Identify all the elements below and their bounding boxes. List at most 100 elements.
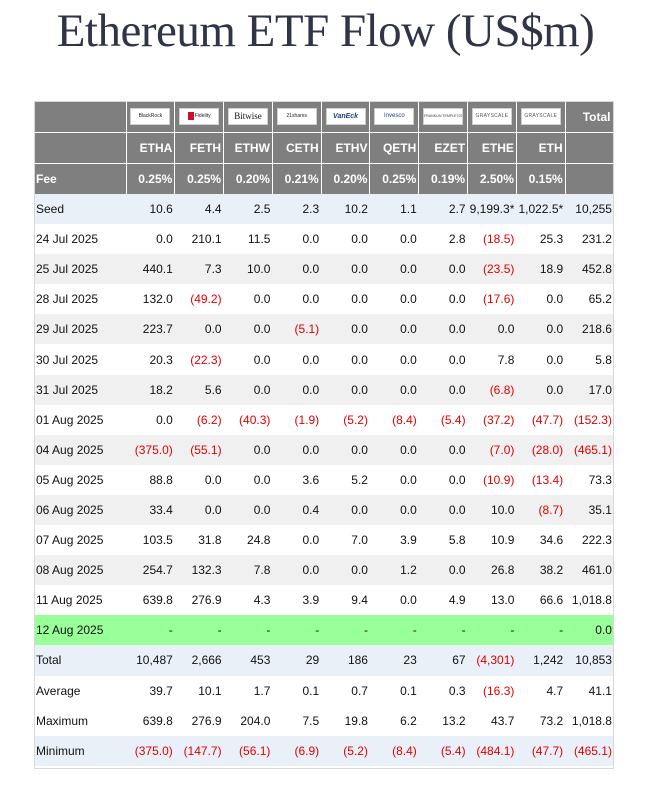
table-row: 28 Jul 2025 132.0 (49.2) 0.0 0.0 0.0 0.0 0.0 (17… [34,284,614,314]
table-row: 31 Jul 2025 18.2 5.6 0.0 0.0 0.0 0.0 0.0 (6.8) 0.… [34,374,614,405]
row-date: 01 Aug 2025 [36,412,104,427]
fee-cell: 0.15% [516,163,566,194]
flow-cell: 0.0 [516,374,566,405]
flow-cell: (37.2) [483,412,515,427]
flow-cell: 10.2 [321,194,370,225]
summary-total: (465.1) [565,735,614,766]
row-date: 30 Jul 2025 [36,352,99,367]
summary-cell: 1.7 [223,675,273,706]
summary-cell: 4.7 [516,675,566,706]
flow-cell: 4.3 [253,593,271,608]
flow-cell: 0.0 [400,352,417,367]
corner-cell [34,101,127,133]
row-total: 1,018.8 [571,593,612,608]
row-date: 11 Aug 2025 [36,593,103,608]
etf-flow-table: BlackRock Fidelity Bitwise 21shares VanEck In… [34,101,615,766]
summary-cell: 1,242 [516,645,566,676]
flow-cell: 0.0 [400,232,417,247]
fee-cell: 2.50% [467,163,517,194]
flow-cell: 5.8 [448,533,466,548]
issuer-cell: BlackRock [126,101,176,133]
flow-cell: 0.0 [418,555,468,586]
flow-cell: 38.2 [516,555,566,586]
row-date: Seed [34,194,126,225]
summary-total: 41.1 [565,675,614,706]
flow-cell: 10.9 [491,533,515,548]
flow-cell: 7.8 [223,555,273,586]
flow-cell: 13.0 [491,593,515,608]
summary-row: Maximum 639.8 276.9 204.0 7.5 19.8 6.2 13.2 43.7… [34,705,614,736]
flow-cell: 132.3 [174,555,224,586]
summary-cell: 29 [272,645,322,676]
invesco-logo-icon: Invesco [374,108,415,125]
flow-cell: 0.0 [546,352,564,367]
summary-cell: 39.7 [126,675,175,706]
flow-cell: (5.2) [343,412,368,427]
flow-cell: - [369,615,419,646]
ticker-header: FETH [174,132,225,164]
summary-cell: (484.1) [467,735,517,766]
summary-cell: 19.8 [321,705,370,736]
ticker-header: EZET [418,132,469,164]
ticker-total-cell [565,132,615,164]
flow-cell: 0.0 [369,254,419,285]
flow-cell: 0.0 [369,314,419,345]
flow-cell: 25.3 [539,232,564,247]
flow-cell: (5.4) [440,412,466,427]
flow-cell: 0.0 [174,494,224,526]
flow-cell: - [418,615,468,646]
flow-cell: 254.7 [126,555,175,586]
flow-cell: 2.7 [418,194,468,225]
flow-cell: 0.0 [448,352,466,367]
ticker-header: ETHW [223,132,273,164]
flow-cell: - [174,615,224,646]
flow-cell: 0.0 [321,314,370,345]
row-total: 0.0 [565,615,614,646]
table-row: 25 Jul 2025 440.1 7.3 10.0 0.0 0.0 0.0 0.0 (23.5… [34,254,614,285]
flow-cell: 0.0 [418,374,468,405]
flow-cell: 0.0 [156,412,173,427]
issuer-name: FRANKLIN TEMPLETON [424,114,464,118]
flow-cell: (10.9) [483,472,515,487]
flow-cell: 3.6 [302,472,320,487]
flow-cell: 5.6 [174,374,224,405]
issuer-name: 21shares [286,113,308,119]
ticker-header: QETH [369,132,420,164]
issuer-cell: Bitwise [223,101,273,133]
flow-cell: 1.2 [369,555,419,586]
flow-cell: 7.3 [174,254,224,285]
table-row: 04 Aug 2025 (375.0) (55.1) 0.0 0.0 0.0 0.0 0.0(… [34,434,614,465]
ticker-header: ETH [516,132,566,164]
flow-cell: - [272,615,322,646]
row-total: (465.1) [565,434,614,465]
flow-cell: 7.8 [497,352,515,367]
flow-cell: - [516,615,566,646]
flow-cell: 0.0 [418,314,468,345]
summary-cell: 73.2 [516,705,566,736]
flow-cell: (8.7) [516,494,566,526]
table-row: 01 Aug 2025 0.0 (6.2) (40.3) (1.9) (5.2) (8.4)… [34,405,614,435]
issuer-cell: Invesco [369,101,420,133]
summary-cell: 204.0 [223,705,273,736]
summary-cell: (16.3) [467,675,517,706]
summary-cell: 0.1 [369,675,419,706]
flow-cell: 0.0 [448,472,466,487]
flow-cell: (28.0) [516,434,566,465]
flow-cell: 88.8 [149,472,173,487]
row-total: 73.3 [588,472,612,487]
summary-cell: 23 [369,645,419,676]
ticker-header: CETH [272,132,322,164]
summary-row: Average 39.7 10.1 1.7 0.1 0.7 0.1 0.3 (16.3) 4.7 4… [34,675,614,706]
summary-cell: (8.4) [369,735,419,766]
summary-total: 1,018.8 [565,705,614,736]
fee-cell: 0.20% [321,163,371,194]
flow-cell: 0.0 [369,434,419,465]
ticker-label-cell [34,132,127,164]
summary-cell: 639.8 [126,705,175,736]
summary-cell: (4,301) [467,645,517,676]
flow-cell: 0.0 [321,494,370,526]
flow-cell: 0.0 [223,434,273,465]
flow-cell: 0.0 [302,533,320,548]
flow-cell: 0.0 [321,434,370,465]
summary-cell: (6.9) [272,735,322,766]
